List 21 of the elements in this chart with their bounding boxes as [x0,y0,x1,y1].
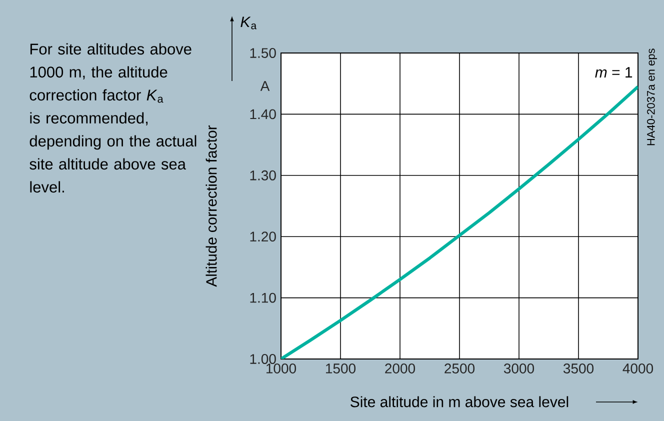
x-axis-title: Site altitude in m above sea level [350,396,568,408]
x-tick-label: 3500 [563,364,594,374]
x-tick-label: 1500 [326,364,356,374]
text: For site altitudes above 1000 m, the altitude correction factor K$_{a}$ is recommended, depending on the actual site altitude above sea level. [30,43,196,193]
text: K$_{a}$ [240,16,257,30]
y-axis-title: Altitude correction factor [206,125,217,287]
y-tick-label: 1.30 [250,170,276,180]
x-tick-label: 1000 [266,364,296,374]
x-tick-label: 2500 [444,364,475,374]
x-tick-label: 3000 [504,364,534,374]
y-tick-label: 1.50 [250,48,276,58]
line-series [281,85,638,359]
text: HA40-2037a en eps [647,48,657,146]
x-tick-label: 2000 [385,364,416,374]
text: A [260,81,270,91]
y-tick-label: 1.20 [250,232,276,242]
y-tick-label: 1.10 [250,292,276,303]
y-tick-label: 1.00 [250,354,276,364]
y-tick-label: 1.40 [250,109,276,120]
x-tick-label: 4000 [622,364,654,374]
series-label: m = 1 [595,67,632,78]
